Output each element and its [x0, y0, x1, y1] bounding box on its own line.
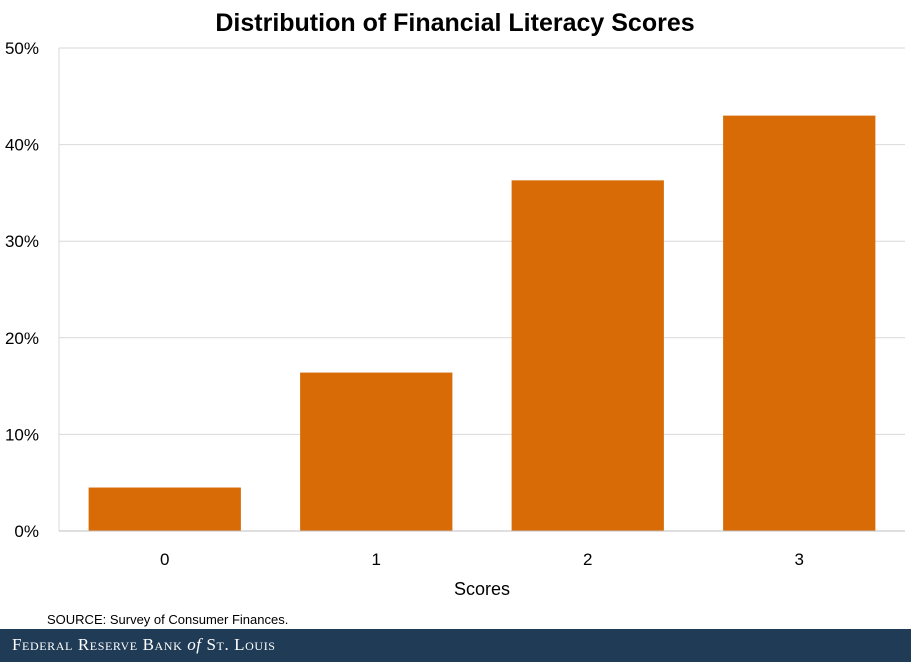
footer-of: of [187, 635, 202, 654]
bar-score-1 [300, 372, 453, 531]
chart-title: Distribution of Financial Literacy Score… [215, 9, 694, 37]
y-tick-label: 20% [5, 329, 39, 348]
footer-city: St. Louis [206, 635, 276, 654]
y-axis-tick-labels: 0% 10% 20% 30% 40% 50% [5, 39, 39, 541]
bar-score-0 [88, 487, 241, 531]
bar-score-2 [511, 180, 664, 532]
source-note: SOURCE: Survey of Consumer Finances. [47, 612, 288, 627]
x-tick-label: 1 [372, 550, 381, 569]
bar-score-3 [723, 115, 876, 532]
y-tick-label: 0% [14, 522, 39, 541]
x-axis-tick-labels: 0 1 2 3 [160, 550, 804, 569]
footer-bar: Federal Reserve Bank of St. Louis [0, 629, 911, 662]
footer-logo-text: Federal Reserve Bank of St. Louis [12, 634, 276, 656]
x-tick-label: 0 [160, 550, 169, 569]
y-tick-label: 40% [5, 136, 39, 155]
y-tick-label: 50% [5, 39, 39, 58]
footer-bank-name: Federal Reserve Bank [12, 635, 183, 654]
x-tick-label: 2 [583, 550, 592, 569]
y-tick-label: 10% [5, 425, 39, 444]
x-axis-label: Scores [454, 579, 510, 599]
y-tick-label: 30% [5, 232, 39, 251]
x-tick-label: 3 [795, 550, 804, 569]
bars [88, 115, 876, 532]
